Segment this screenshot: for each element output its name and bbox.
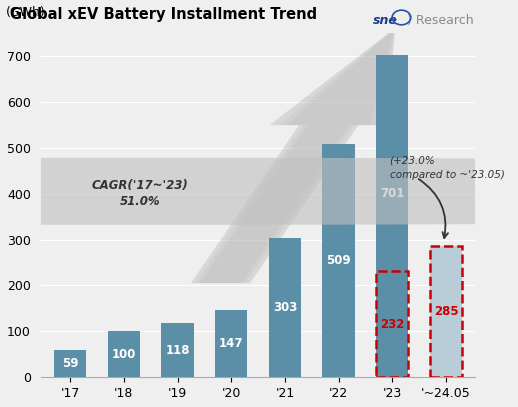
Text: Global xEV Battery Installment Trend: Global xEV Battery Installment Trend bbox=[10, 7, 318, 22]
Text: 118: 118 bbox=[165, 344, 190, 357]
Bar bbox=[54, 350, 87, 377]
Text: 509: 509 bbox=[326, 254, 351, 267]
Polygon shape bbox=[195, 28, 395, 283]
Bar bbox=[430, 246, 462, 377]
Text: 285: 285 bbox=[434, 305, 458, 318]
Text: 147: 147 bbox=[219, 337, 243, 350]
Bar bbox=[430, 246, 462, 377]
Text: 701: 701 bbox=[380, 187, 405, 200]
Text: 59: 59 bbox=[62, 357, 78, 370]
Text: (GWh): (GWh) bbox=[6, 6, 46, 19]
Bar bbox=[323, 144, 355, 377]
FancyBboxPatch shape bbox=[0, 158, 518, 225]
Polygon shape bbox=[191, 28, 395, 283]
Bar bbox=[269, 238, 301, 377]
Bar bbox=[215, 310, 247, 377]
Bar bbox=[108, 331, 140, 377]
Text: sne: sne bbox=[373, 14, 398, 27]
Text: (+23.0%
compared to ~'23.05): (+23.0% compared to ~'23.05) bbox=[390, 156, 505, 180]
Text: 232: 232 bbox=[380, 317, 405, 330]
Text: 51.0%: 51.0% bbox=[120, 195, 161, 208]
Text: 100: 100 bbox=[112, 348, 136, 361]
Polygon shape bbox=[200, 28, 395, 283]
Bar bbox=[376, 271, 408, 377]
Polygon shape bbox=[191, 28, 395, 283]
Bar bbox=[162, 323, 194, 377]
Text: 303: 303 bbox=[272, 301, 297, 314]
Text: ) Research: ) Research bbox=[407, 14, 473, 27]
Bar bbox=[376, 55, 408, 377]
Text: CAGR('17~'23): CAGR('17~'23) bbox=[92, 179, 189, 192]
